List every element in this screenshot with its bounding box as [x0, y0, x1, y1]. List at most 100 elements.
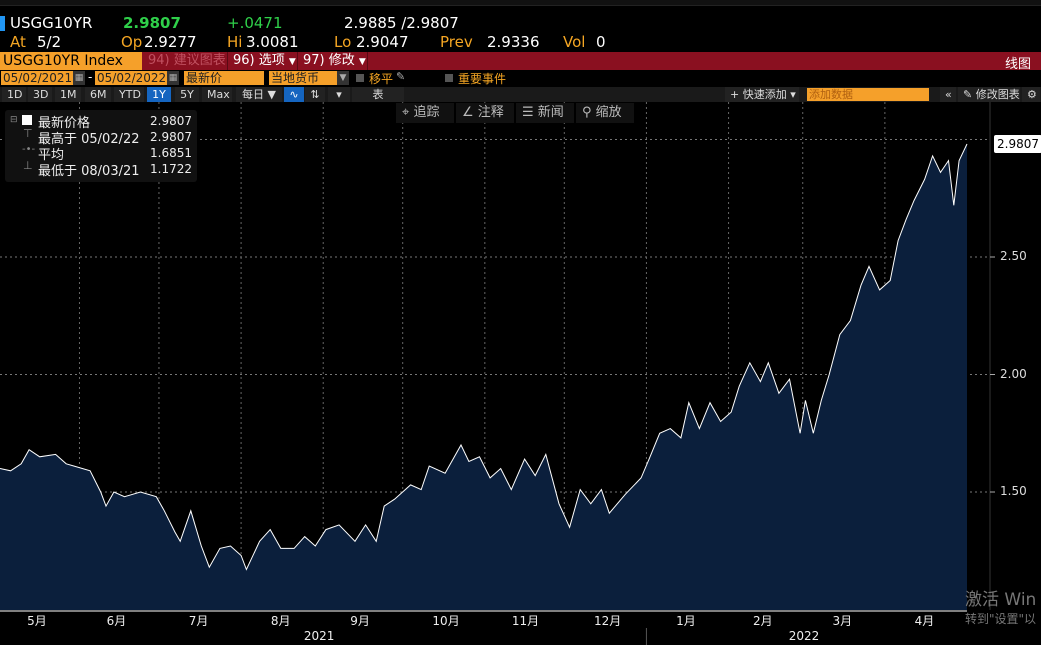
x-month-label: 1月 — [676, 614, 696, 628]
x-month-label: 10月 — [432, 614, 460, 628]
x-month-label: 11月 — [511, 614, 540, 628]
x-month-label: 4月 — [914, 614, 935, 628]
bar-chart-icon[interactable]: ⇅ — [305, 87, 325, 102]
frequency-select[interactable]: 每日 ▼ — [236, 87, 282, 102]
vol-value: 0 — [596, 33, 606, 51]
at-value: 5/2 — [37, 33, 62, 51]
period-3d[interactable]: 3D — [28, 87, 52, 102]
legend-avg-label: 平均 — [38, 148, 65, 163]
shift-checkbox[interactable] — [356, 74, 364, 82]
last-value-tag: 2.9807 — [994, 135, 1041, 153]
legend-low-label: 最低于 08/03/21 — [38, 164, 140, 179]
events-label: 重要事件 — [458, 72, 507, 86]
x-month-label: 5月 — [27, 614, 47, 628]
series-swatch — [22, 115, 32, 125]
collapse-tree-icon[interactable]: ⊟ — [10, 115, 18, 125]
security-input[interactable]: USGG10YR Index — [0, 52, 142, 70]
legend-panel: ⊟ 最新价格 2.9807 ⊤ 最高于 05/02/22 2.9807 -•- 平均… — [5, 110, 197, 182]
price-line — [0, 143, 968, 571]
annotate-label: 注释 — [477, 105, 504, 120]
calendar-icon[interactable]: ▦ — [73, 71, 85, 85]
x-year-label: 2021 — [303, 629, 335, 643]
date-separator: - — [88, 70, 93, 84]
add-data-input[interactable]: 添加数据 — [807, 88, 929, 101]
legend-high-label: 最高于 05/02/22 — [38, 132, 140, 147]
low-marker-icon: ⊥ — [23, 159, 33, 172]
chart-svg — [0, 102, 995, 645]
x-month-label: 3月 — [832, 614, 853, 628]
top-strip — [0, 0, 1041, 6]
shift-label: 移平 — [369, 72, 394, 86]
start-date-input[interactable]: 05/02/2021 — [1, 71, 73, 85]
edit-chart-label: 修改图表 — [975, 88, 1020, 101]
chart-style-dropdown[interactable]: ▾ — [328, 87, 350, 102]
y-tick-label: 2.00 — [1000, 366, 1027, 381]
options-menu[interactable]: 96) 选项 ▼ — [228, 52, 298, 70]
high-marker-icon: ⊤ — [23, 127, 33, 140]
period-1d[interactable]: 1D — [2, 87, 26, 102]
zoom-button[interactable]: ⚲ 缩放 — [576, 103, 634, 123]
caret-down-icon: ▼ — [358, 57, 366, 67]
legend-high-value: 2.9807 — [150, 130, 192, 144]
pencil-icon[interactable]: ✎ — [396, 70, 406, 83]
zoom-label: 缩放 — [595, 105, 622, 120]
open-label: Op — [121, 33, 143, 51]
y-tick-label: 2.50 — [1000, 249, 1027, 263]
low-value: 2.9047 — [356, 33, 409, 51]
period-max[interactable]: Max — [202, 87, 232, 102]
trace-label: 追踪 — [413, 105, 440, 120]
news-label: 新闻 — [537, 105, 564, 120]
caret-down-icon: ▼ — [288, 57, 296, 67]
price-field-select[interactable]: 最新价 — [184, 71, 264, 85]
chart-type-label[interactable]: 线图 — [1004, 57, 1031, 72]
trace-button[interactable]: ⌖ 追踪 — [396, 103, 454, 123]
legend-low-value: 1.1722 — [150, 162, 192, 176]
edit-chart-button[interactable]: ✎ 修改图表 — [958, 87, 1020, 102]
table-button[interactable]: 表 — [352, 87, 404, 102]
last-price: 2.9807 — [123, 14, 181, 32]
period-1y[interactable]: 1Y — [147, 87, 171, 102]
quick-add-button[interactable]: + 快速添加 ▾ — [725, 87, 799, 102]
watermark-line1: 激活 Win — [965, 590, 1037, 610]
x-month-label: 7月 — [188, 614, 209, 628]
legend-last-label: 最新价格 — [38, 116, 91, 131]
gear-icon[interactable]: ⚙ — [1022, 87, 1040, 102]
vol-label: Vol — [563, 33, 586, 51]
legend-avg-value: 1.6851 — [150, 146, 192, 160]
y-tick-label: 1.50 — [1000, 484, 1027, 498]
suggest-chart-button[interactable]: 94) 建议图表 — [143, 52, 228, 70]
at-label: At — [10, 33, 26, 51]
high-label: Hi — [227, 33, 243, 51]
collapse-icon[interactable]: « — [940, 87, 956, 102]
modify-menu[interactable]: 97) 修改 ▼ — [298, 52, 368, 70]
period-5y[interactable]: 5Y — [175, 87, 199, 102]
period-1m[interactable]: 1M — [55, 87, 81, 102]
annotate-button[interactable]: ∠ 注释 — [456, 103, 514, 123]
watermark-line2: 转到"设置"以 — [965, 612, 1037, 626]
x-month-label: 6月 — [106, 614, 127, 628]
x-month-label: 8月 — [270, 614, 291, 628]
ticker: USGG10YR — [10, 14, 93, 32]
quick-add-label: + 快速添加 — [730, 88, 787, 101]
change: +.0471 — [227, 14, 283, 32]
price-area — [0, 144, 967, 610]
x-month-label: 9月 — [350, 614, 370, 628]
high-value: 3.0081 — [246, 33, 299, 51]
bid-ask: 2.9885 /2.9807 — [344, 14, 459, 32]
options-label: 96) 选项 — [233, 53, 285, 68]
currency-select[interactable]: 当地货币 — [269, 71, 337, 85]
average-marker-icon: -•- — [22, 144, 36, 155]
prev-label: Prev — [440, 33, 473, 51]
news-button[interactable]: ☰ 新闻 — [516, 103, 574, 123]
low-label: Lo — [334, 33, 352, 51]
x-month-label: 2月 — [753, 614, 773, 628]
prev-value: 2.9336 — [487, 33, 540, 51]
end-date-input[interactable]: 05/02/2022 — [95, 71, 167, 85]
events-checkbox[interactable] — [445, 74, 453, 82]
period-6m[interactable]: 6M — [85, 87, 111, 102]
period-ytd[interactable]: YTD — [114, 87, 144, 102]
dropdown-icon[interactable]: ▼ — [337, 71, 349, 85]
line-chart-icon[interactable]: ∿ — [284, 87, 304, 102]
calendar-icon[interactable]: ▦ — [167, 71, 179, 85]
legend-last-value: 2.9807 — [150, 114, 192, 128]
